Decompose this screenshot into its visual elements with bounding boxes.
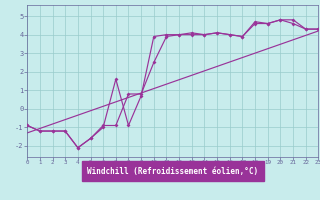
X-axis label: Windchill (Refroidissement éolien,°C): Windchill (Refroidissement éolien,°C)	[87, 167, 258, 176]
